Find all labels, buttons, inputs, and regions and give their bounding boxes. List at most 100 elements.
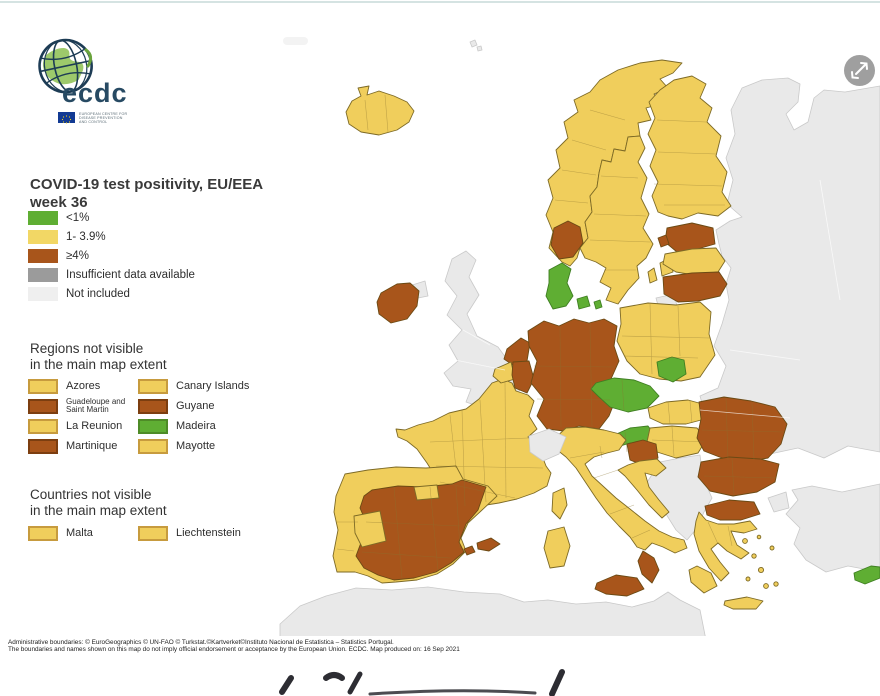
- map-region-calabria[interactable]: [637, 550, 660, 584]
- map-country-north-africa: [279, 586, 706, 636]
- map-country-denmark[interactable]: [545, 262, 574, 310]
- map-country-turkey: [785, 483, 880, 573]
- countries-title: Countries not visible in the main map ex…: [30, 487, 167, 519]
- legend: <1% 1- 3.9% ≥4% Insufficient data availa…: [28, 211, 195, 306]
- region-item-azores: Azores: [28, 378, 138, 394]
- region-item-guyane: Guyane: [138, 398, 248, 414]
- map-estonian-islands[interactable]: [657, 234, 670, 248]
- map-country-czechia[interactable]: [590, 377, 660, 413]
- map-island-oland[interactable]: [647, 267, 658, 284]
- legend-swatch-brown: [28, 249, 58, 263]
- region-swatch: [138, 398, 168, 414]
- map-country-bulgaria[interactable]: [697, 456, 780, 497]
- attribution-line1: Administrative boundaries: © EuroGeograp…: [8, 639, 394, 646]
- legend-swatch-lightgray: [28, 287, 58, 301]
- region-swatch: [28, 418, 58, 434]
- region-swatch: [138, 418, 168, 434]
- expand-icon: [851, 62, 868, 79]
- map-region-sicily[interactable]: [594, 574, 645, 597]
- region-item-canary-islands: Canary Islands: [138, 378, 249, 394]
- region-item-madeira: Madeira: [138, 418, 248, 434]
- map-country-iceland[interactable]: [345, 85, 415, 136]
- region-swatch: [138, 378, 168, 394]
- legend-title-line1: COVID-19 test positivity, EU/EEA: [30, 176, 264, 193]
- region-item-mayotte: Mayotte: [138, 438, 248, 454]
- legend-label: 1- 3.9%: [66, 231, 106, 243]
- legend-label: Not included: [66, 288, 130, 300]
- legend-label: ≥4%: [66, 250, 89, 262]
- top-border: [0, 1, 880, 3]
- not-included-countries: [279, 39, 880, 636]
- ecdc-wordmark: ecdc: [62, 78, 128, 108]
- map-country-greece[interactable]: [693, 511, 758, 582]
- legend-swatch-gray: [28, 268, 58, 282]
- globe-icon: [38, 38, 93, 94]
- country-swatch: [28, 525, 58, 541]
- map-region-balearic-islands[interactable]: [476, 537, 501, 552]
- map-country-germany[interactable]: [527, 318, 620, 432]
- map-region-balearic-islands[interactable]: [463, 545, 476, 556]
- region-swatch: [28, 378, 58, 394]
- map-region-crete[interactable]: [723, 596, 764, 610]
- regions-legend: Azores Canary Islands Guadeloupe and Sai…: [28, 376, 249, 456]
- map-faroe-islands: [476, 45, 483, 52]
- map-country-lithuania[interactable]: [662, 271, 728, 303]
- legend-item: 1- 3.9%: [28, 230, 195, 244]
- attribution-line2: The boundaries and names shown on this m…: [8, 646, 460, 653]
- legend-title: COVID-19 test positivity, EU/EEA week 36: [30, 176, 263, 212]
- regions-title: Regions not visible in the main map exte…: [30, 341, 167, 373]
- map-region-belgium-west[interactable]: [492, 361, 516, 384]
- legend-swatch-yellow: [28, 230, 58, 244]
- map-country-estonia[interactable]: [664, 222, 716, 253]
- map-attribution: Administrative boundaries: © EuroGeograp…: [8, 639, 460, 653]
- eu-flag-icon: [58, 112, 75, 124]
- map-aegean-islands[interactable]: [742, 534, 779, 589]
- map-region-navarra-rioja[interactable]: [413, 484, 440, 501]
- country-item-liechtenstein: Liechtenstein: [138, 525, 248, 541]
- map-region-peloponnese[interactable]: [688, 565, 718, 594]
- map-region-belgium-east-luxembourg[interactable]: [511, 360, 535, 394]
- map-artifact: [283, 37, 308, 45]
- regions-title-line1: Regions not visible: [30, 341, 144, 356]
- map-region-extremadura[interactable]: [353, 510, 387, 548]
- countries-title-line1: Countries not visible: [30, 487, 152, 502]
- europe-choropleth-map[interactable]: [278, 10, 880, 636]
- region-item-martinique: Martinique: [28, 438, 138, 454]
- legend-title-line2: week 36: [30, 194, 88, 211]
- map-region-greece-north[interactable]: [704, 499, 761, 521]
- region-swatch: [138, 438, 168, 454]
- region-item-la-reunion: La Reunion: [28, 418, 138, 434]
- expand-button[interactable]: [844, 55, 875, 86]
- legend-item: Insufficient data available: [28, 268, 195, 282]
- legend-item: ≥4%: [28, 249, 195, 263]
- map-country-cyprus[interactable]: [853, 565, 880, 585]
- region-swatch: [28, 398, 58, 414]
- map-region-norway-south[interactable]: [550, 220, 584, 260]
- region-swatch: [28, 438, 58, 454]
- ecdc-logo: ecdc EUROPEAN CENTRE FOR DISEASE PREVENT…: [28, 36, 148, 126]
- map-region-poland-southeast[interactable]: [656, 356, 687, 383]
- cropped-headline-fragment: [279, 669, 565, 696]
- region-item-guadeloupe: Guadeloupe and Saint Martin: [28, 397, 138, 415]
- map-region-corsica[interactable]: [551, 487, 568, 520]
- map-country-italy[interactable]: [552, 426, 688, 554]
- regions-title-line2: in the main map extent: [30, 357, 167, 372]
- country-swatch: [138, 525, 168, 541]
- map-faroe-islands: [469, 39, 478, 48]
- map-country-poland[interactable]: [616, 301, 716, 382]
- ecdc-logo-subtext: EUROPEAN CENTRE FOR DISEASE PREVENTION A…: [79, 112, 128, 124]
- map-country-romania[interactable]: [696, 396, 788, 463]
- map-danish-islands[interactable]: [576, 295, 591, 310]
- map-region-sardinia[interactable]: [543, 526, 571, 569]
- map-country-ireland[interactable]: [376, 282, 420, 324]
- map-country-croatia[interactable]: [617, 458, 670, 519]
- legend-label: Insufficient data available: [66, 269, 195, 281]
- map-region-borders: [336, 94, 785, 579]
- map-gray-region-borders: [454, 179, 841, 419]
- countries-legend: Malta Liechtenstein: [28, 523, 248, 543]
- legend-item: Not included: [28, 287, 195, 301]
- map-danish-islands[interactable]: [593, 299, 603, 310]
- map-country-finland[interactable]: [647, 75, 732, 220]
- legend-label: <1%: [66, 212, 90, 224]
